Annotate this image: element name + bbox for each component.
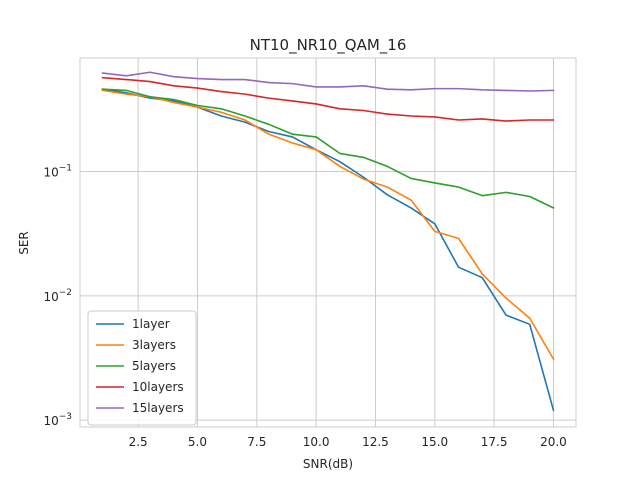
y-tick-label: 10−3 bbox=[43, 412, 72, 428]
x-tick-label: 2.5 bbox=[129, 435, 148, 449]
series-line-10layers bbox=[101, 76, 555, 122]
chart-title: NT10_NR10_QAM_16 bbox=[250, 36, 407, 55]
grid bbox=[80, 58, 576, 427]
x-axis-label: SNR(dB) bbox=[303, 457, 353, 471]
legend-label-10layers: 10layers bbox=[132, 380, 184, 394]
x-tick-label: 20.0 bbox=[540, 435, 567, 449]
x-tick-label: 15.0 bbox=[421, 435, 448, 449]
series-line-5layers bbox=[101, 88, 555, 209]
legend-box bbox=[87, 310, 197, 426]
series-line-3layers bbox=[101, 89, 555, 361]
legend-label-1layer: 1layer bbox=[132, 317, 170, 331]
x-tick-labels: 2.5 5.0 7.5 10.0 12.5 15.0 17.5 20.0 bbox=[129, 435, 567, 449]
y-tick-label: 10−2 bbox=[43, 288, 72, 304]
legend: 1layer 3layers 5layers 10layers 15layers bbox=[87, 310, 197, 426]
legend-label-5layers: 5layers bbox=[132, 359, 176, 373]
x-tick-label: 7.5 bbox=[247, 435, 266, 449]
series-line-15layers bbox=[101, 71, 555, 92]
legend-label-15layers: 15layers bbox=[132, 401, 184, 415]
series-lines bbox=[101, 71, 555, 412]
x-tick-label: 5.0 bbox=[188, 435, 207, 449]
plot-frame bbox=[79, 57, 577, 428]
x-tick-label: 12.5 bbox=[362, 435, 389, 449]
legend-label-3layers: 3layers bbox=[132, 338, 176, 352]
x-tick-label: 17.5 bbox=[481, 435, 508, 449]
series-line-1layer bbox=[101, 88, 555, 412]
y-axis-label: SER bbox=[17, 231, 31, 255]
y-tick-labels: 10−3 10−2 10−1 bbox=[43, 164, 72, 429]
x-tick-label: 10.0 bbox=[303, 435, 330, 449]
y-tick-label: 10−1 bbox=[43, 164, 72, 180]
